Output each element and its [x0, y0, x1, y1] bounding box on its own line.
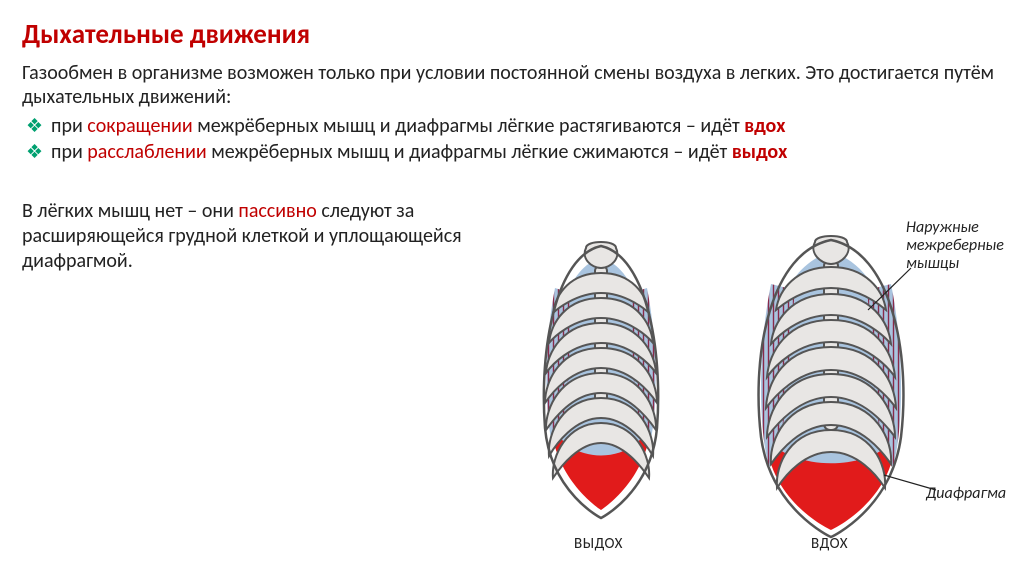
page-title: Дыхательные движения [22, 18, 1002, 51]
bullet-text: при сокращении межрёберных мышц и диафра… [51, 114, 785, 139]
bullet-item: ❖ при расслаблении межрёберных мышц и ди… [26, 140, 1002, 165]
bullet-text: при расслаблении межрёберных мышц и диаф… [51, 140, 787, 165]
bullet-icon: ❖ [26, 115, 43, 139]
label-inhale: ВДОХ [811, 535, 848, 553]
bullet-icon: ❖ [26, 141, 43, 165]
label-muscles: Наружныемежреберныемышцы [906, 218, 1004, 273]
note-text: В лёгких мышц нет – они пассивно следуют… [22, 199, 462, 274]
label-diaphragm: Диафрагма [925, 484, 1006, 503]
label-exhale: ВЫДОХ [574, 535, 623, 553]
ribcage-diagram: Наружныемежреберныемышцы Диафрагма ВЫДОХ… [466, 200, 1006, 560]
bullet-list: ❖ при сокращении межрёберных мышц и диаф… [26, 114, 1002, 165]
intro-text: Газообмен в организме возможен только пр… [22, 61, 1002, 110]
bullet-item: ❖ при сокращении межрёберных мышц и диаф… [26, 114, 1002, 139]
